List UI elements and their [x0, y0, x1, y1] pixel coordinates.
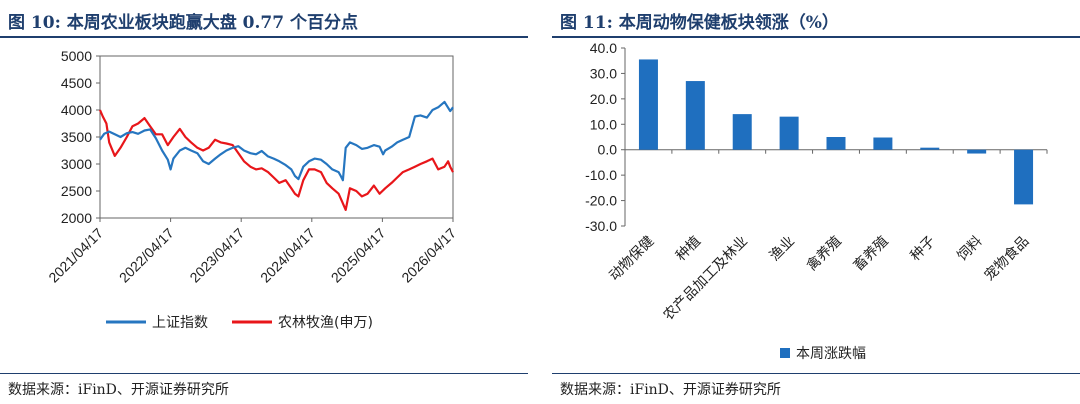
y-tick-label: 2500: [61, 183, 92, 199]
y-tick-label: 40.0: [590, 40, 617, 56]
left-source-rule: [0, 373, 528, 374]
left-chart-source: 数据来源：iFinD、开源证券研究所: [8, 382, 229, 398]
plot-frame: [99, 55, 454, 219]
series-line-agri: [98, 109, 454, 211]
bar-1: [685, 81, 705, 150]
y-tick-label: 4000: [61, 102, 92, 118]
right-chart-panel: 图 11: 本周动物保健板块领涨（%） -30.0 -20.0 -10.0 0.0 10…: [552, 0, 1080, 404]
left-title-rule: [0, 36, 528, 38]
x-tick-label: 2026/04/17: [398, 225, 459, 286]
category-label: 渔业: [767, 233, 798, 264]
y-tick-label: 0.0: [598, 142, 618, 158]
bar-5: [873, 137, 893, 150]
y-tick-label: 10.0: [590, 116, 617, 132]
x-tick-label: 2023/04/17: [186, 225, 247, 286]
right-title-rule: [552, 36, 1080, 38]
legend-label-sse: 上证指数: [152, 315, 208, 331]
y-tick-label: -30.0: [585, 218, 617, 234]
category-label: 宠物食品: [981, 233, 1033, 285]
category-label: 种植: [673, 233, 704, 264]
right-source-rule: [552, 373, 1080, 374]
x-tick-label: 2024/04/17: [257, 225, 318, 286]
category-label: 动物保健: [606, 233, 657, 284]
bar-7: [967, 149, 987, 154]
y-tick-label: -20.0: [585, 193, 617, 209]
bar-0: [638, 59, 658, 150]
category-label: 饲料: [954, 233, 985, 264]
x-tick-label: 2021/04/17: [45, 225, 106, 286]
y-tick-label: -10.0: [585, 167, 617, 183]
right-chart-title: 图 11: 本周动物保健板块领涨（%）: [560, 13, 839, 33]
bar-chart: -30.0 -20.0 -10.0 0.0 10.0 20.0 30.0 40.0 动物保健 种植…: [585, 40, 1048, 362]
bar-2: [732, 114, 752, 150]
y-tick-label: 3500: [61, 129, 92, 145]
category-label: 禽养殖: [803, 233, 845, 275]
y-tick-label: 20.0: [590, 91, 617, 107]
y-tick-label: 5000: [61, 48, 92, 64]
left-chart-panel: 图 10: 本周农业板块跑赢大盘 0.77 个百分点 2000 2500 3000 3…: [0, 0, 528, 404]
y-tick-label: 30.0: [590, 65, 617, 81]
bar-8: [1014, 149, 1034, 205]
category-label: 种子: [907, 233, 938, 264]
legend-label-bar: 本周涨跌幅: [796, 346, 866, 362]
x-tick-label: 2022/04/17: [116, 225, 177, 286]
legend-label-agri: 农林牧渔(申万): [278, 315, 373, 331]
left-chart-title: 图 10: 本周农业板块跑赢大盘 0.77 个百分点: [8, 13, 359, 33]
legend-swatch-bar: [780, 348, 790, 358]
category-label: 畜养殖: [850, 233, 892, 275]
bar-4: [826, 137, 846, 150]
bar-6: [920, 147, 940, 150]
y-tick-label: 4500: [61, 75, 92, 91]
y-tick-label: 3000: [61, 156, 92, 172]
y-tick-label: 2000: [61, 210, 92, 226]
x-tick-label: 2025/04/17: [328, 225, 389, 286]
right-chart-source: 数据来源：iFinD、开源证券研究所: [560, 382, 781, 398]
bar-3: [779, 116, 799, 150]
category-label: 农产品加工及林业: [661, 233, 752, 324]
series-line-sse: [99, 100, 454, 182]
